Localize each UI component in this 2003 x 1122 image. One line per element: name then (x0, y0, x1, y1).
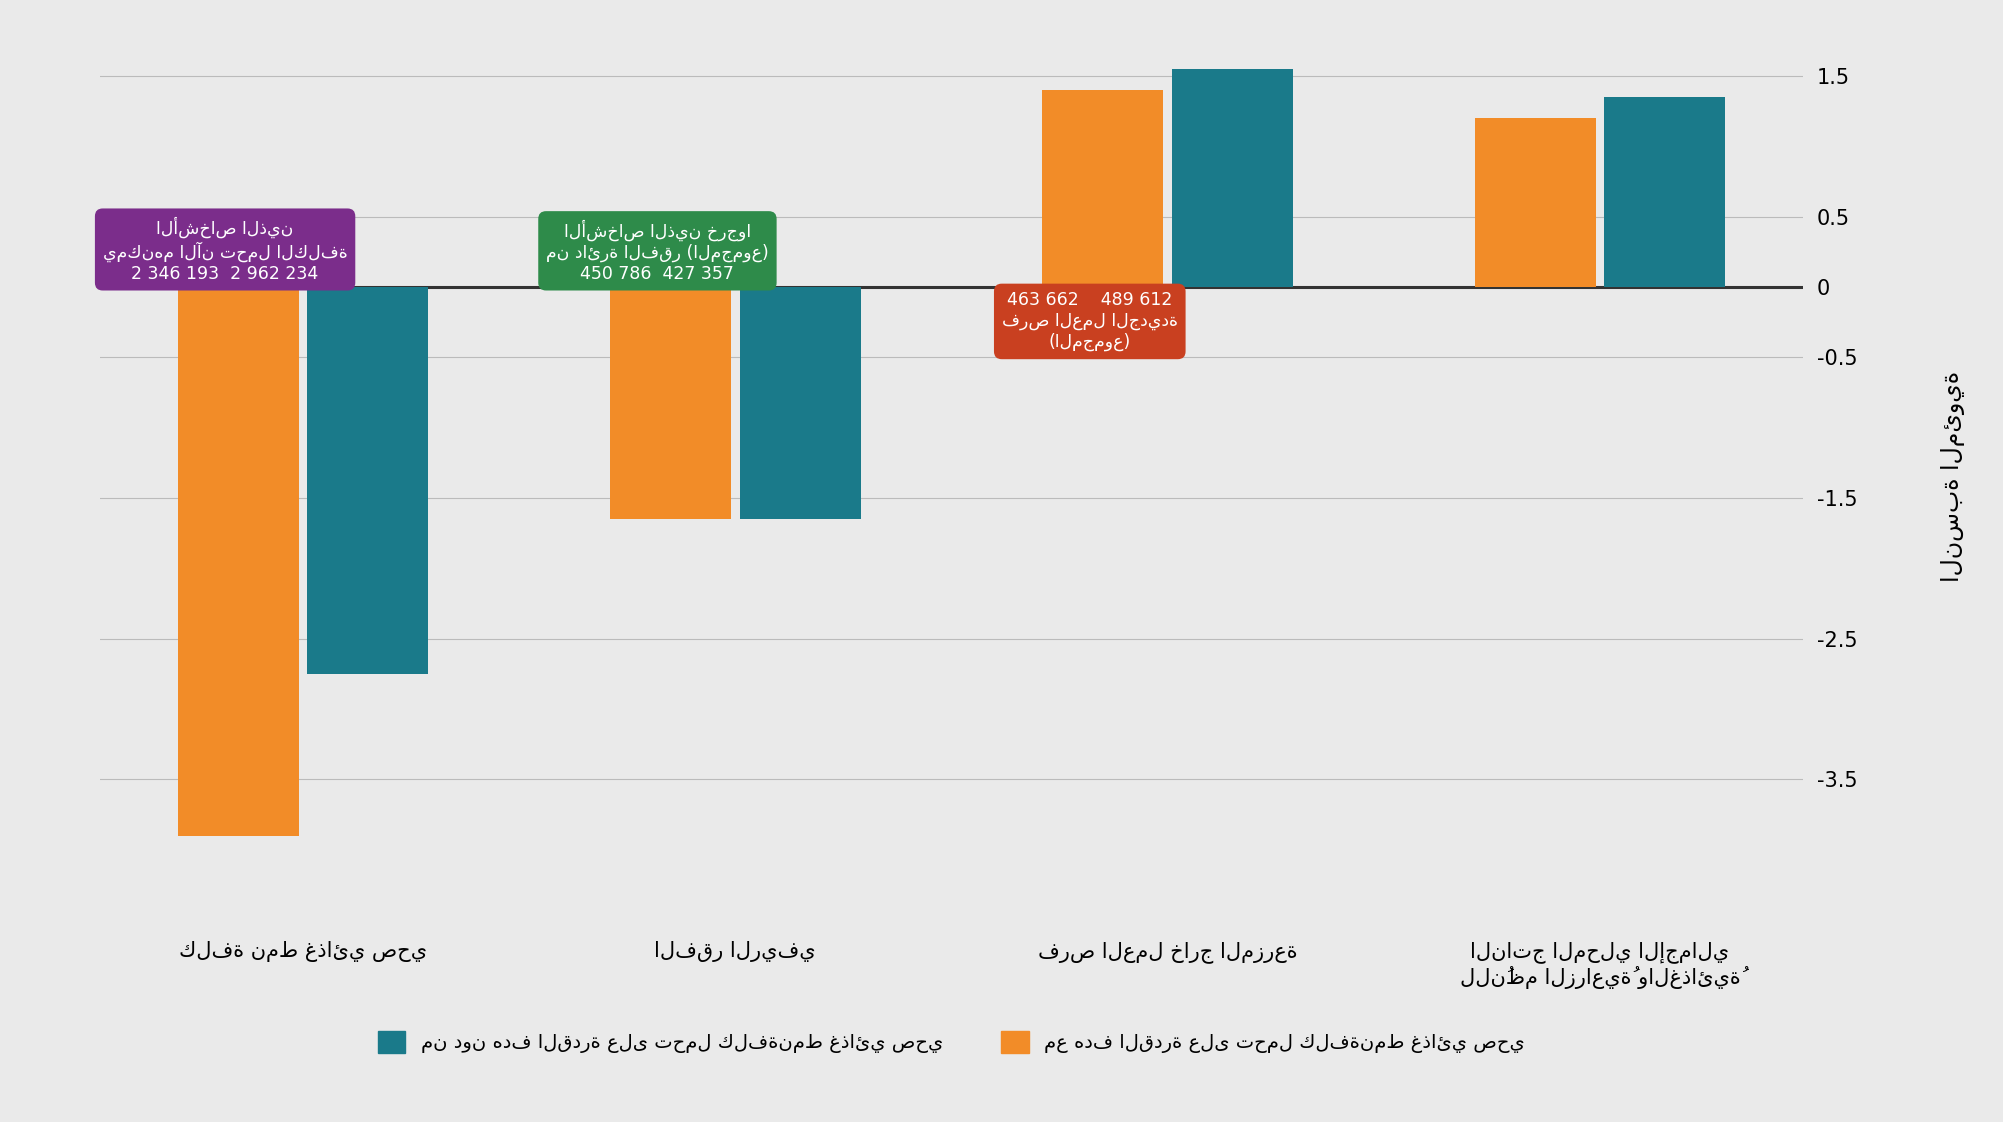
Text: الأشخاص الذين
يمكنهم الآن تحمل الكلفة
2 346 193  2 962 234: الأشخاص الذين يمكنهم الآن تحمل الكلفة 2 … (102, 217, 347, 283)
Bar (609, 287, 731, 519)
Bar (178, 287, 298, 836)
Text: الأشخاص الذين خرجوا
من دائرة الفقر (المجموع)
450 786  427 357: الأشخاص الذين خرجوا من دائرة الفقر (المج… (547, 219, 769, 283)
Y-axis label: النسبة المئوية: النسبة المئوية (1941, 371, 1965, 582)
Bar (739, 287, 861, 519)
Bar (306, 287, 429, 674)
Text: 463 662    489 612
فرص العمل الجديدة
(المجموع): 463 662 489 612 فرص العمل الجديدة (المجم… (1002, 291, 1178, 351)
Bar (1604, 96, 1725, 287)
Bar (1172, 68, 1294, 287)
Bar (1474, 118, 1596, 287)
Bar (1042, 90, 1164, 287)
Legend: من دون هدف القدرة على تحمل كلفةنمط غذائي صحي, مع هدف القدرة على تحمل كلفةنمط غذا: من دون هدف القدرة على تحمل كلفةنمط غذائي… (371, 1023, 1532, 1061)
